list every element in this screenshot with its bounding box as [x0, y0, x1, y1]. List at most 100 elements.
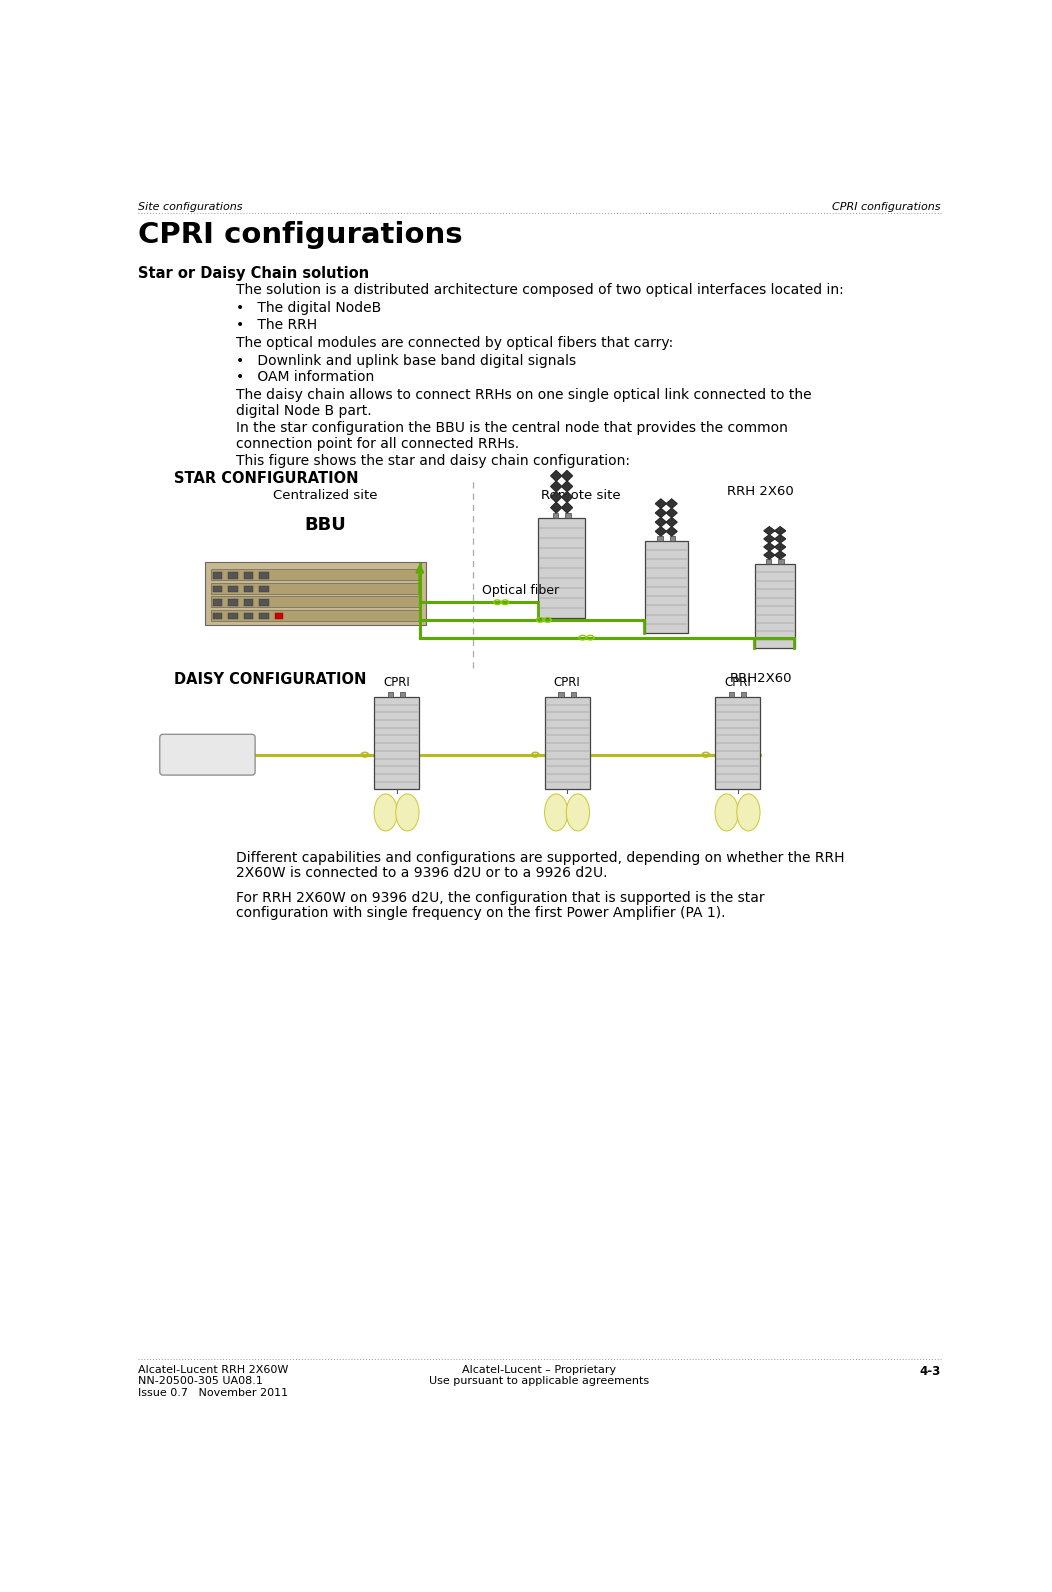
- Polygon shape: [562, 503, 572, 513]
- Polygon shape: [666, 527, 677, 537]
- Bar: [228, 572, 238, 579]
- Polygon shape: [764, 551, 774, 559]
- Polygon shape: [764, 535, 774, 543]
- Bar: [387, 693, 393, 697]
- Bar: [552, 513, 559, 517]
- Ellipse shape: [545, 794, 568, 831]
- Text: CPRI: CPRI: [383, 677, 410, 689]
- Bar: [658, 537, 663, 541]
- Text: In the star configuration the BBU is the central node that provides the common: In the star configuration the BBU is the…: [236, 422, 788, 435]
- Bar: [559, 693, 564, 697]
- Bar: [244, 572, 254, 579]
- Bar: [205, 562, 426, 626]
- Text: Star or Daisy Chain solution: Star or Daisy Chain solution: [138, 266, 369, 280]
- Bar: [645, 541, 688, 634]
- Text: DAISY CONFIGURATION: DAISY CONFIGURATION: [175, 672, 366, 686]
- Bar: [228, 613, 238, 619]
- Text: connection point for all connected RRHs.: connection point for all connected RRHs.: [236, 436, 520, 451]
- Polygon shape: [774, 527, 786, 535]
- Polygon shape: [764, 527, 774, 535]
- Text: •   OAM information: • OAM information: [236, 371, 375, 384]
- Bar: [754, 564, 795, 648]
- Text: CPRI configurations: CPRI configurations: [832, 202, 940, 212]
- Text: Different capabilities and configurations are supported, depending on whether th: Different capabilities and configuration…: [236, 852, 845, 864]
- Polygon shape: [764, 543, 774, 551]
- Bar: [766, 559, 771, 564]
- Text: NN-20500-305 UA08.1: NN-20500-305 UA08.1: [138, 1375, 263, 1387]
- Polygon shape: [774, 535, 786, 543]
- Polygon shape: [655, 498, 666, 508]
- Bar: [565, 513, 570, 517]
- Text: Remote site: Remote site: [541, 489, 621, 501]
- Polygon shape: [562, 481, 572, 492]
- Bar: [260, 599, 268, 605]
- Text: 2X60W is connected to a 9396 d2U or to a 9926 d2U.: 2X60W is connected to a 9396 d2U or to a…: [236, 866, 608, 880]
- Bar: [244, 599, 254, 605]
- Polygon shape: [666, 508, 677, 517]
- Text: •   The digital NodeB: • The digital NodeB: [236, 301, 382, 315]
- Ellipse shape: [715, 794, 739, 831]
- Bar: [545, 697, 589, 790]
- Bar: [570, 693, 575, 697]
- Polygon shape: [774, 551, 786, 559]
- Bar: [260, 572, 268, 579]
- Text: RRH 2X60: RRH 2X60: [727, 486, 793, 498]
- Polygon shape: [562, 492, 572, 503]
- Ellipse shape: [375, 794, 398, 831]
- Text: Optical fiber: Optical fiber: [482, 584, 559, 597]
- Bar: [741, 693, 747, 697]
- Bar: [244, 613, 254, 619]
- Polygon shape: [551, 481, 562, 492]
- Text: Alcatel-Lucent RRH 2X60W: Alcatel-Lucent RRH 2X60W: [138, 1364, 288, 1374]
- Text: digital Node B part.: digital Node B part.: [236, 403, 371, 417]
- Polygon shape: [655, 517, 666, 527]
- Bar: [729, 693, 734, 697]
- Text: 4-3: 4-3: [919, 1364, 940, 1377]
- Text: BBU: BBU: [304, 516, 346, 533]
- Text: Centralized site: Centralized site: [274, 489, 378, 501]
- Bar: [375, 697, 419, 790]
- Polygon shape: [666, 517, 677, 527]
- Polygon shape: [551, 503, 562, 513]
- Ellipse shape: [736, 794, 760, 831]
- Bar: [778, 559, 784, 564]
- Bar: [210, 610, 421, 621]
- Text: •   Downlink and uplink base band digital signals: • Downlink and uplink base band digital …: [236, 353, 576, 368]
- FancyBboxPatch shape: [160, 734, 256, 775]
- Bar: [213, 572, 222, 579]
- Polygon shape: [774, 543, 786, 551]
- Text: CPRI: CPRI: [553, 677, 581, 689]
- Bar: [244, 586, 254, 592]
- Text: Site configurations: Site configurations: [138, 202, 242, 212]
- Text: For RRH 2X60W on 9396 d2U, the configuration that is supported is the star: For RRH 2X60W on 9396 d2U, the configura…: [236, 892, 765, 904]
- Text: Issue 0.7   November 2011: Issue 0.7 November 2011: [138, 1388, 288, 1398]
- Text: NodeB: NodeB: [183, 748, 231, 761]
- Bar: [400, 693, 405, 697]
- Bar: [210, 595, 421, 607]
- Bar: [260, 613, 268, 619]
- Text: The solution is a distributed architecture composed of two optical interfaces lo: The solution is a distributed architectu…: [236, 283, 844, 296]
- Polygon shape: [551, 471, 562, 481]
- Bar: [228, 586, 238, 592]
- Polygon shape: [551, 492, 562, 503]
- Bar: [670, 537, 675, 541]
- Text: •   The RRH: • The RRH: [236, 318, 318, 333]
- Bar: [213, 586, 222, 592]
- Text: Alcatel-Lucent – Proprietary: Alcatel-Lucent – Proprietary: [462, 1364, 616, 1374]
- Polygon shape: [666, 498, 677, 508]
- Bar: [213, 599, 222, 605]
- Ellipse shape: [396, 794, 419, 831]
- Text: The daisy chain allows to connect RRHs on one single optical link connected to t: The daisy chain allows to connect RRHs o…: [236, 388, 812, 403]
- Text: CPRI: CPRI: [724, 677, 751, 689]
- Text: This figure shows the star and daisy chain configuration:: This figure shows the star and daisy cha…: [236, 454, 630, 468]
- Bar: [260, 586, 268, 592]
- Text: RRH2X60: RRH2X60: [730, 672, 792, 685]
- Text: CPRI configurations: CPRI configurations: [138, 221, 462, 248]
- Polygon shape: [655, 527, 666, 537]
- Polygon shape: [655, 508, 666, 517]
- Bar: [210, 583, 421, 594]
- Bar: [228, 599, 238, 605]
- Bar: [715, 697, 760, 790]
- Bar: [213, 613, 222, 619]
- Polygon shape: [562, 471, 572, 481]
